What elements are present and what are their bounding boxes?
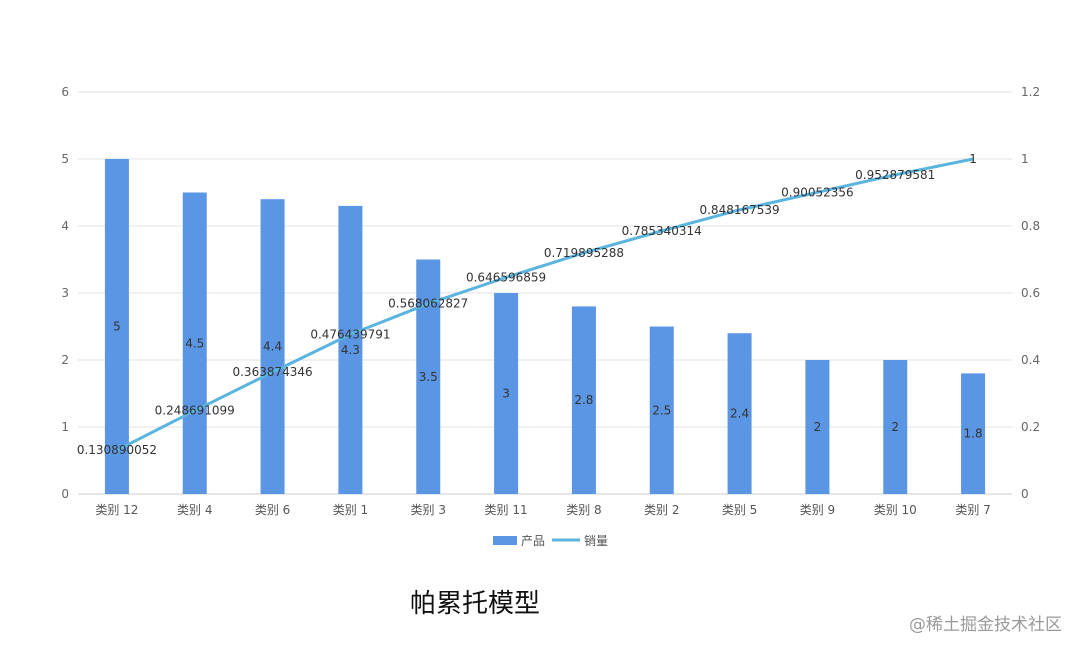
x-tick-label: 类别 3: [411, 503, 446, 517]
bar-data-labels: 5 4.5 4.4 4.3 3.5 3 2.8 2.5 2.4 2 2 1.8: [113, 320, 983, 441]
right-y-tick-label: 0.2: [1021, 420, 1040, 434]
bar: [104, 159, 129, 494]
bar-value-label: 2.5: [652, 403, 671, 417]
bar: [571, 306, 596, 494]
x-tick-label: 类别 10: [874, 503, 917, 517]
line-series: [116, 157, 974, 452]
line-value-label: 0.476439791: [310, 327, 390, 341]
x-axis: 类别 12 类别 4 类别 6 类别 1 类别 3 类别 11 类别 8 类别 2 类别 5 类别…: [95, 503, 990, 517]
x-tick-label: 类别 5: [722, 503, 757, 517]
legend-label: 产品: [521, 534, 545, 548]
line-value-label: 0.646596859: [466, 270, 546, 284]
left-y-tick-label: 5: [61, 152, 69, 166]
left-y-tick-label: 3: [61, 286, 69, 300]
bar-value-label: 2: [814, 420, 822, 434]
bar-value-label: 5: [113, 320, 121, 334]
bar: [182, 192, 207, 494]
chart-caption: 帕累托模型: [409, 589, 540, 619]
bar: [727, 333, 752, 494]
x-tick-label: 类别 4: [177, 503, 212, 517]
left-y-tick-label: 6: [61, 85, 69, 99]
bar-value-label: 1.8: [964, 427, 983, 441]
x-tick-label: 类别 8: [566, 503, 601, 517]
bar-value-label: 4.5: [185, 336, 204, 350]
x-tick-label: 类别 1: [333, 503, 368, 517]
x-tick-label: 类别 12: [95, 503, 138, 517]
bar: [961, 373, 986, 494]
bar: [494, 293, 519, 494]
bar-value-label: 3: [502, 387, 510, 401]
right-y-axis: 0 0.2 0.4 0.6 0.8 1 1.2: [1021, 85, 1040, 501]
left-y-tick-label: 1: [61, 420, 69, 434]
x-tick-label: 类别 7: [955, 503, 990, 517]
right-y-tick-label: 0.8: [1021, 219, 1040, 233]
right-y-tick-label: 0.6: [1021, 286, 1040, 300]
line-value-label: 0.952879581: [855, 168, 935, 182]
line-data-labels: 0.130890052 0.248691099 0.363874346 0.47643…: [77, 152, 977, 457]
line-value-label: 1: [969, 152, 977, 166]
x-tick-label: 类别 9: [800, 503, 835, 517]
gridlines: [78, 91, 1012, 495]
bar: [260, 199, 285, 494]
bar: [416, 259, 441, 494]
line-path: [116, 157, 974, 452]
right-y-tick-label: 0: [1021, 487, 1029, 501]
bar: [805, 360, 830, 494]
line-value-label: 0.848167539: [699, 203, 779, 217]
left-y-tick-label: 4: [61, 219, 69, 233]
bar-series: [104, 159, 986, 494]
x-tick-label: 类别 2: [644, 503, 679, 517]
line-value-label: 0.568062827: [388, 297, 468, 311]
right-y-tick-label: 0.4: [1021, 353, 1040, 367]
line-value-label: 0.363874346: [232, 365, 312, 379]
bar-value-label: 3.5: [419, 370, 438, 384]
bar-value-label: 2.8: [574, 393, 593, 407]
line-value-label: 0.785340314: [622, 224, 702, 238]
left-y-tick-label: 0: [61, 487, 69, 501]
line-value-label: 0.719895288: [544, 246, 624, 260]
right-y-tick-label: 1.2: [1021, 85, 1040, 99]
line-value-label: 0.130890052: [77, 443, 157, 457]
bar-value-label: 4.4: [263, 340, 282, 354]
line-value-label: 0.248691099: [155, 404, 235, 418]
bar-value-label: 4.3: [341, 343, 360, 357]
right-y-tick-label: 1: [1021, 152, 1029, 166]
bar: [649, 326, 674, 494]
bar: [338, 205, 363, 494]
bar-value-label: 2: [891, 420, 899, 434]
x-tick-label: 类别 6: [255, 503, 290, 517]
watermark: @稀土掘金技术社区: [909, 615, 1062, 635]
legend: 产品 销量: [493, 534, 608, 548]
line-value-label: 0.90052356: [781, 185, 854, 199]
left-y-tick-label: 2: [61, 353, 69, 367]
legend-swatch-bar: [493, 536, 517, 545]
legend-label: 销量: [584, 534, 608, 548]
left-y-axis: 0 1 2 3 4 5 6: [61, 85, 69, 501]
bar-value-label: 2.4: [730, 407, 749, 421]
x-tick-label: 类别 11: [485, 503, 528, 517]
bar: [883, 360, 908, 494]
